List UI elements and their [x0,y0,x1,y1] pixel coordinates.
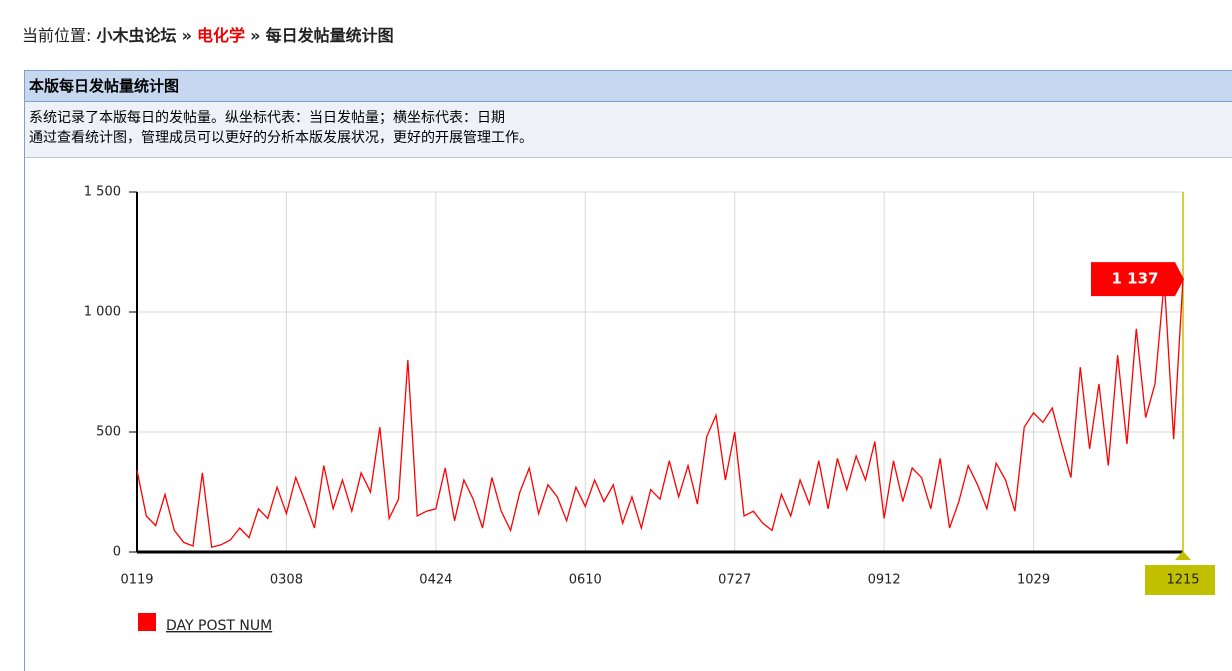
x-tick-label: 0308 [270,573,303,588]
x-tick-label: 0912 [868,573,901,588]
breadcrumb-link[interactable]: 电化学 [197,26,246,45]
description-line: 系统记录了本版每日的发帖量。纵坐标代表：当日发帖量；横坐标代表：日期 [29,110,505,126]
x-tick-label: 0727 [718,573,751,588]
value-flag [1091,262,1184,297]
x-tick-label: 1029 [1017,573,1050,588]
x-tick-label: 0610 [569,573,602,588]
y-tick-label: 0 [113,545,121,560]
panel-description: 系统记录了本版每日的发帖量。纵坐标代表：当日发帖量；横坐标代表：日期 通过查看统… [25,102,1232,158]
breadcrumb-separator: » [250,26,261,45]
breadcrumb-prefix: 当前位置: [22,26,92,45]
y-tick-label: 1 000 [84,305,121,320]
breadcrumb-link[interactable]: 小木虫论坛 [96,26,177,45]
breadcrumb-current: 每日发帖量统计图 [265,26,394,45]
x-label-highlight [1145,565,1215,595]
x-tick-label: 1215 [1166,573,1199,588]
y-tick-label: 1 500 [84,185,121,200]
panel-title: 本版每日发帖量统计图 [25,71,1232,102]
data-line [136,279,1184,549]
y-tick-label: 500 [96,425,121,440]
legend-swatch [138,613,156,631]
description-line: 通过查看统计图，管理成员可以更好的分析本版发展状况，更好的开展管理工作。 [29,130,533,146]
panel: 本版每日发帖量统计图 系统记录了本版每日的发帖量。纵坐标代表：当日发帖量；横坐标… [24,70,1232,671]
value-flag-label: 1 137 [1112,270,1159,288]
cursor-marker [1175,551,1191,560]
x-tick-label: 0119 [120,573,153,588]
breadcrumb: 当前位置: 小木虫论坛 » 电化学 » 每日发帖量统计图 [22,22,394,46]
legend-label[interactable]: DAY POST NUM [166,618,272,634]
x-tick-label: 0424 [419,573,452,588]
breadcrumb-separator: » [181,26,192,45]
